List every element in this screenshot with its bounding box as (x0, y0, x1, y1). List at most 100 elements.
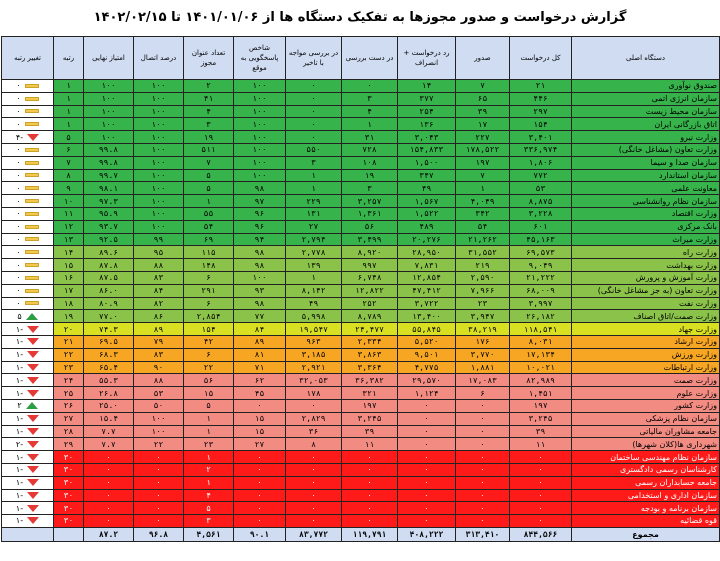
cell-delayed: ۰ (285, 79, 342, 93)
cell-connection-pct: ۸۳ (133, 270, 184, 285)
cell-rank-change: -۴ (1, 130, 54, 144)
cell-final-score: ۸۹.۶ (83, 245, 134, 260)
cell-total-requests: ۲۶,۱۸۲ (509, 309, 572, 324)
cell-connection-pct: ۰ (133, 514, 184, 528)
cell-device-name: وزارت صمت (571, 373, 720, 388)
down-arrow-icon (27, 427, 40, 435)
cell-timely-index: ۰ (233, 475, 286, 490)
cell-issued: ۶ (455, 386, 510, 400)
table-row: کارشناسان رسمی دادگستری ۰ ۰ ۰ ۰ ۰ ۰ ۲ ۰ ۰ ۳۰ -۱ (1, 462, 720, 477)
cell-connection-pct: ۱۰۰ (133, 155, 184, 170)
cell-final-score: ۸۷.۸ (83, 258, 134, 272)
rank-change-value: ۰ (16, 298, 21, 308)
cell-in-review: ۱۹۷ (341, 398, 398, 413)
cell-final-score: ۹۹.۸ (83, 142, 134, 157)
cell-final-score: ۷۷.۰ (83, 309, 134, 324)
table-row: وزارت آموزش و پرورش ۲۱,۲۲۲ ۲,۵۹۰ ۱۲,۸۵۴ ۶,۷۴… (1, 270, 720, 285)
cell-issued: ۲۱۹ (455, 258, 510, 272)
no-change-icon (24, 173, 39, 178)
cell-timely-index: ۹۴ (233, 232, 286, 247)
cell-rank-change: ۰ (1, 91, 54, 106)
cell-rejected: ۱۳۶ (397, 117, 456, 132)
cell-connection-pct: ۱۰۰ (133, 219, 184, 234)
cell-timely-index: ۶۲ (233, 373, 286, 388)
cell-total-requests: ۶۰۱ (509, 219, 572, 234)
rank-change-value: ۰ (16, 106, 21, 116)
cell-total-requests: ۳۹ (509, 424, 572, 439)
cell-final-score: ۰ (83, 488, 134, 503)
cell-in-review: ۰ (341, 501, 398, 516)
up-arrow-icon (25, 312, 38, 320)
cell-rejected: ۰ (397, 411, 456, 426)
cell-rejected: ۲۰,۲۷۶ (397, 232, 456, 247)
rank-change-value: -۱ (15, 337, 24, 347)
cell-device-name: بانک مرکزی (571, 219, 720, 234)
cell-final-score: ۲۵.۰ (83, 398, 134, 413)
header-rejected: رد درخواست + انصراف (397, 36, 456, 80)
rank-change-value: -۱ (15, 478, 24, 488)
cell-issued: ۰ (455, 437, 510, 452)
cell-timely-index: ۹۸ (233, 296, 286, 311)
cell-rank-change: -۱ (1, 386, 54, 400)
cell-issued: ۴,۰۴۹ (455, 194, 510, 208)
header-delayed: در بررسی مواجه با تاخیر (285, 36, 342, 80)
cell-issued: ۳۹ (455, 104, 510, 119)
cell-connection-pct: ۸۶ (133, 309, 184, 324)
cell-delayed: ۱۹,۵۴۷ (285, 322, 342, 336)
cell-final-score: ۰ (83, 450, 134, 464)
cell-rank: ۱۱ (53, 206, 84, 221)
cell-final-score: ۷.۷ (83, 437, 134, 452)
cell-in-review: ۳,۳۶۴ (341, 360, 398, 375)
cell-connection-pct: ۱۰۰ (133, 424, 184, 439)
cell-total-requests: ۶۸,۰۰۹ (509, 283, 572, 298)
cell-rank: ۱ (53, 91, 84, 106)
table-row: وزارت میراث ۴۵,۱۶۳ ۲۱,۲۶۲ ۲۰,۲۷۶ ۳,۴۹۹ ۲,۷۹۴ ۹… (1, 232, 720, 247)
cell-rank: ۱۹ (53, 309, 84, 324)
header-rank: رتبه (53, 36, 84, 80)
cell-permit-titles: ۱ (183, 411, 234, 426)
rank-change-value: ۵ (17, 311, 22, 321)
cell-total-requests: ۱۰,۰۲۱ (509, 360, 572, 375)
down-arrow-icon (27, 133, 40, 141)
cell-permit-titles: ۲۳ (183, 437, 234, 452)
cell-total-requests: ۰ (509, 462, 572, 477)
cell-final-score: ۸۶.۰ (83, 283, 134, 298)
cell-rank: ۲۲ (53, 347, 84, 362)
cell-rank: ۱۴ (53, 245, 84, 260)
cell-permit-titles: ۵ (183, 501, 234, 516)
cell-timely-index: ۰ (233, 514, 286, 528)
cell-total-requests: ۱,۴۵۱ (509, 386, 572, 400)
table-row: اتاق بازرگانی ایران ۱۵۴ ۱۷ ۱۳۶ ۱ ۰ ۱۰۰ ۳ ۱۰۰ ۱۰۰ ۱… (1, 117, 720, 132)
cell-rank: ۲۴ (53, 373, 84, 388)
cell-rejected: ۱۲,۸۵۴ (397, 270, 456, 285)
total-total-requests: ۸۴۴,۵۶۶ (509, 526, 572, 542)
cell-delayed: ۰ (285, 488, 342, 503)
cell-timely-index: ۴۵ (233, 386, 286, 400)
cell-rejected: ۰ (397, 450, 456, 464)
total-rank-change (1, 526, 54, 542)
cell-issued: ۷,۹۶۶ (455, 283, 510, 298)
cell-final-score: ۹۸.۱ (83, 181, 134, 196)
cell-rejected: ۰ (397, 488, 456, 503)
cell-rank: ۱ (53, 104, 84, 119)
cell-issued: ۵۴ (455, 219, 510, 234)
cell-total-requests: ۰ (509, 501, 572, 516)
cell-timely-index: ۱۰۰ (233, 104, 286, 119)
cell-delayed: ۳۲,۰۵۳ (285, 373, 342, 388)
cell-rank-change: -۱ (1, 360, 54, 375)
cell-permit-titles: ۵۴ (183, 219, 234, 234)
cell-rejected: ۲۹,۵۷۰ (397, 373, 456, 388)
rank-change-value: ۰ (16, 273, 21, 283)
cell-device-name: وزارت ارشاد (571, 334, 720, 349)
rank-change-value: ۰ (16, 183, 21, 193)
table-row: قوه قضائیه ۰ ۰ ۰ ۰ ۰ ۰ ۳ ۰ ۰ ۳۰ -۱ (1, 514, 720, 528)
cell-in-review: ۰ (341, 488, 398, 503)
cell-delayed: ۰ (285, 91, 342, 106)
cell-rank: ۲۵ (53, 386, 84, 400)
cell-in-review: ۱۰۸ (341, 155, 398, 170)
cell-timely-index: ۱۰۰ (233, 130, 286, 144)
cell-rank: ۱ (53, 117, 84, 132)
cell-rank: ۱۰ (53, 194, 84, 208)
cell-permit-titles: ۶ (183, 270, 234, 285)
cell-permit-titles: ۵۱۱ (183, 142, 234, 157)
